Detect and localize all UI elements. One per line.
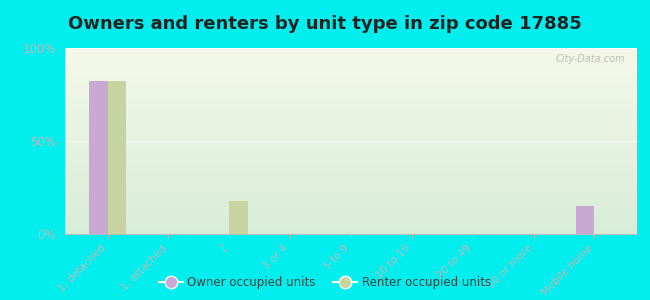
- Text: City-Data.com: City-Data.com: [556, 54, 625, 64]
- Bar: [89, 82, 108, 234]
- Text: Owners and renters by unit type in zip code 17885: Owners and renters by unit type in zip c…: [68, 15, 582, 33]
- Bar: [576, 206, 594, 234]
- Bar: [108, 82, 126, 234]
- Legend: Owner occupied units, Renter occupied units: Owner occupied units, Renter occupied un…: [154, 272, 496, 294]
- Bar: [229, 200, 248, 234]
